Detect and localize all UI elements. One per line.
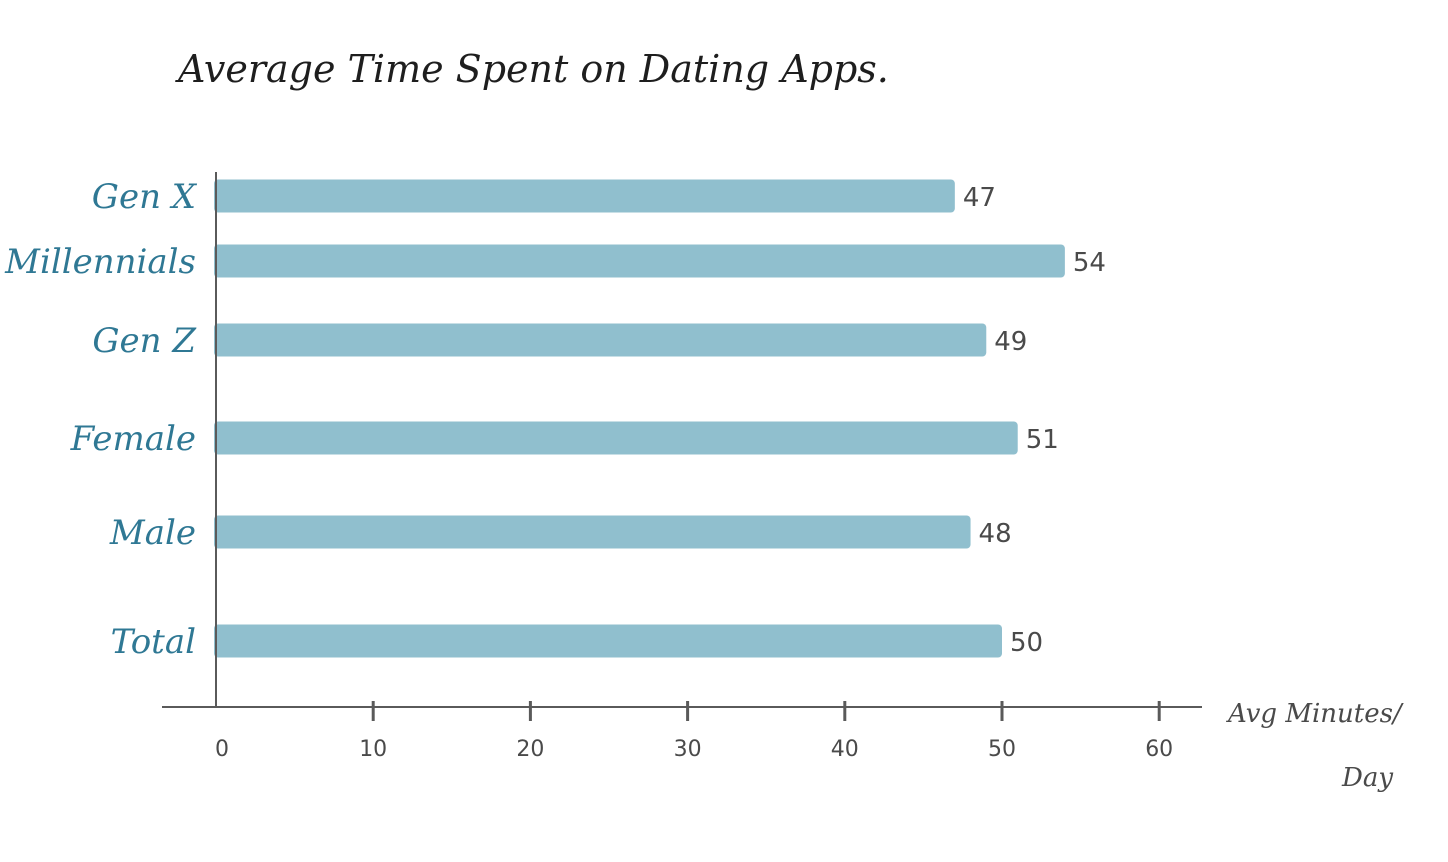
category-label-millennials: Millennials [4, 242, 196, 282]
bar-male [214, 515, 971, 549]
category-label-gen-x: Gen X [92, 177, 198, 217]
category-labels: Gen X Millennials Gen Z Female Male Total [4, 177, 198, 662]
value-label-total: 50 [1010, 628, 1043, 658]
value-label-gen-z: 49 [994, 327, 1027, 357]
x-tick-label-30: 30 [674, 737, 702, 762]
category-label-total: Total [111, 622, 196, 662]
bar-female [214, 421, 1018, 455]
x-axis-title-line2: Day [1341, 763, 1393, 793]
x-tick-label-0: 0 [215, 737, 229, 762]
chart-title: Average Time Spent on Dating Apps. [175, 47, 889, 91]
value-label-gen-x: 47 [963, 183, 996, 213]
category-label-gen-z: Gen Z [92, 321, 197, 361]
category-label-male: Male [109, 513, 196, 553]
value-label-female: 51 [1026, 425, 1059, 455]
x-axis-title-line1: Avg Minutes/ [1226, 699, 1404, 729]
x-ticks: 0 10 20 30 40 50 60 [215, 701, 1173, 762]
bar-gen-z [214, 323, 987, 357]
bar-gen-x [214, 179, 955, 213]
value-label-male: 48 [979, 519, 1012, 549]
bar-total [214, 624, 1002, 658]
value-label-millennials: 54 [1073, 248, 1106, 278]
x-tick-label-20: 20 [516, 737, 544, 762]
category-label-female: Female [70, 419, 196, 459]
x-tick-label-40: 40 [831, 737, 859, 762]
bar-millennials [214, 244, 1065, 278]
value-labels: 47 54 49 51 48 50 [963, 183, 1106, 658]
bars-group [214, 179, 1065, 658]
x-tick-label-50: 50 [988, 737, 1016, 762]
x-tick-label-10: 10 [359, 737, 387, 762]
x-tick-label-60: 60 [1145, 737, 1173, 762]
